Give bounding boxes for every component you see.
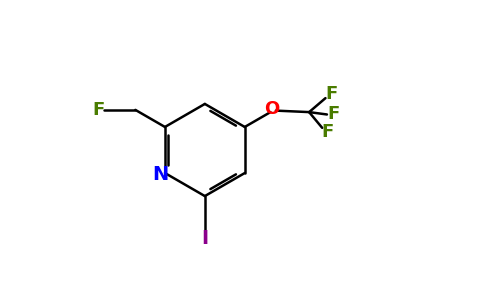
Text: F: F xyxy=(325,85,337,103)
Text: O: O xyxy=(264,100,280,118)
Text: F: F xyxy=(321,123,333,141)
Text: I: I xyxy=(201,229,209,248)
Text: N: N xyxy=(152,165,168,184)
Text: F: F xyxy=(92,101,105,119)
Text: F: F xyxy=(327,106,340,124)
